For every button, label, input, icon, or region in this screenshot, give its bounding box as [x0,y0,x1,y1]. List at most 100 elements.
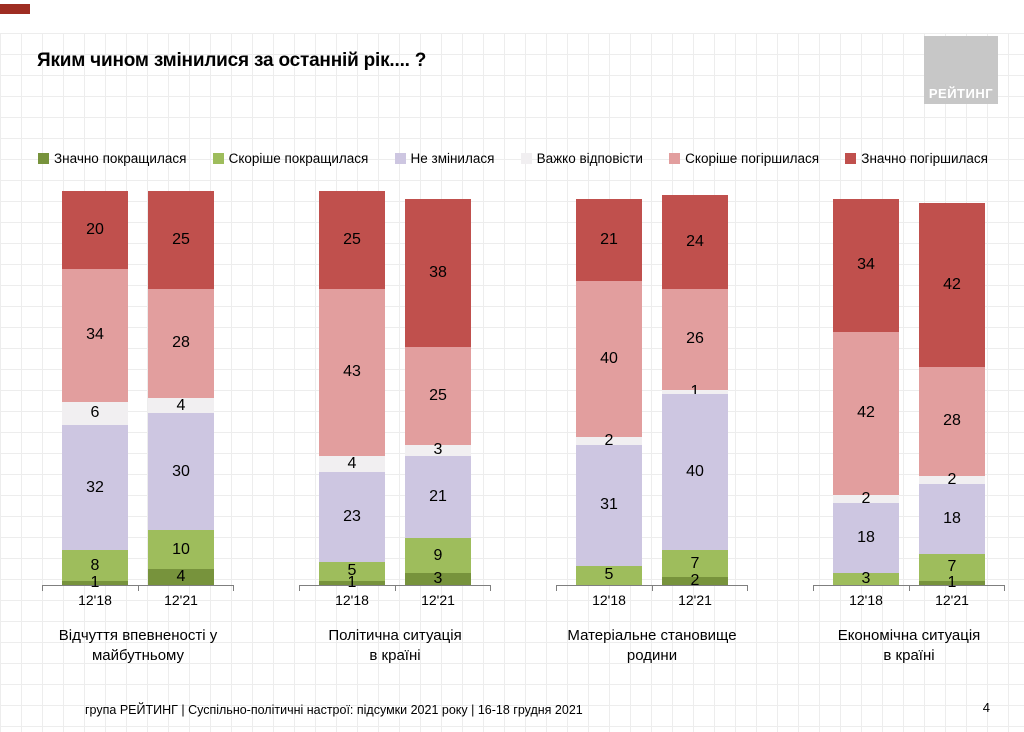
bar-segment: 28 [919,366,985,476]
legend-label: Важко відповісти [536,151,643,166]
x-axis-category-label: 12'21 [164,592,198,608]
bar-segment: 2 [662,573,728,589]
bar-segment: 30 [148,413,214,531]
rating-logo-text: РЕЙТИНГ [928,86,994,101]
legend-item: Значно погіршилася [845,151,988,166]
bar-segment-value: 1 [347,574,357,592]
stacked-bar: 1 8 32 6 34 20 [62,191,128,591]
bar-segment-value: 7 [947,558,957,576]
bar-segment-value: 3 [433,570,443,588]
bar-segment: 3 [833,570,899,588]
x-axis-tick [299,585,300,591]
bar-segment-value: 34 [86,326,104,344]
bar-segment-value: 40 [600,349,618,367]
bar-segment-value: 38 [429,264,447,282]
x-axis-tick [490,585,491,591]
x-axis-category-label: 12'18 [849,592,883,608]
chart-legend: Значно покращилася Скоріше покращилася Не … [38,151,988,166]
bar-segment-value: 24 [686,232,704,250]
bar-segment-value: 3 [861,570,871,588]
x-axis-category-label: 12'18 [592,592,626,608]
bar-segment-value: 25 [429,386,447,404]
legend-swatch-icon [394,153,406,164]
bar-segment-value: 1 [690,382,700,400]
stacked-bar: 1 5 23 4 43 25 [319,191,385,591]
x-axis-tick [813,585,814,591]
bar-segment-value: 2 [604,431,614,449]
legend-swatch-icon [212,153,224,164]
bar-segment-value: 28 [943,412,961,430]
legend-item: Значно покращилася [38,151,186,166]
bar-segment-value: 26 [686,330,704,348]
bar-segment-value: 2 [861,490,871,508]
bar-segment-value: 18 [857,529,875,547]
legend-label: Скоріше погіршилася [685,151,820,166]
bar-segment-value: 4 [347,455,357,473]
bar-segment: 1 [662,383,728,399]
bar-segment-value: 34 [857,256,875,274]
slide-title: Яким чином змінилися за останній рік....… [37,50,427,71]
bar-segment-value: 42 [943,275,961,293]
bar-segment: 43 [319,288,385,457]
stacked-bar: 1 7 18 2 28 42 [919,202,985,591]
bar-segment: 2 [919,471,985,487]
bar-segment: 9 [405,538,471,574]
legend-item: Важко відповісти [520,151,643,166]
legend-item: Скоріше покращилася [212,151,369,166]
footer-source: група РЕЙТИНГ | Суспільно-політичні наст… [85,703,583,717]
legend-label: Не змінилася [410,151,495,166]
group-title: Економічна ситуація в країні [837,627,981,664]
stacked-bar: 2 7 40 1 26 24 [662,195,728,589]
x-axis-tick [1004,585,1005,591]
legend-swatch-icon [520,153,532,164]
bar-segment-value: 23 [343,507,361,525]
corner-accent-bar [0,4,30,14]
x-axis-tick [395,585,396,591]
bar-segment-value: 32 [86,478,104,496]
bar-segment-value: 8 [90,556,100,574]
bar-segment: 25 [319,191,385,289]
stacked-bar: 3 9 21 3 25 38 [405,198,471,588]
legend-label: Скоріше покращилася [228,151,369,166]
bar-segment: 2 [833,491,899,507]
bar-segment: 26 [662,288,728,391]
bar-segment: 18 [919,483,985,554]
bar-segment: 7 [919,553,985,582]
bar-segment: 18 [833,503,899,574]
bar-segment: 21 [405,456,471,539]
page-number: 4 [982,700,990,715]
bar-segment-value: 5 [604,566,614,584]
bar-segment: 20 [62,191,128,270]
bar-segment-value: 4 [176,568,186,586]
bar-segment: 5 [319,561,385,582]
bar-segment: 34 [833,198,899,332]
bar-segment: 8 [62,549,128,582]
bar-segment: 40 [576,280,642,437]
bar-segment-value: 21 [600,230,618,248]
legend-label: Значно покращилася [54,151,187,166]
bar-segment-value: 20 [86,221,104,239]
bar-segment: 28 [148,288,214,398]
bar-segment-value: 2 [947,470,957,488]
bar-segment: 40 [662,393,728,550]
x-axis-category-label: 12'18 [78,592,112,608]
bar-segment-value: 10 [172,540,190,558]
bar-segment: 24 [662,195,728,289]
bar-segment: 21 [576,198,642,281]
chart-group: 3 18 2 42 34 12'18 1 7 18 2 28 42 12'21 Економічна си… [813,0,1005,732]
chart-group: 1 5 23 4 43 25 12'18 3 9 21 3 25 38 12'21 Політична си… [299,0,491,732]
bar-segment: 2 [576,432,642,448]
bar-segment: 4 [148,397,214,414]
bar-segment: 3 [405,570,471,588]
x-axis-tick [556,585,557,591]
x-axis-category-label: 12'18 [335,592,369,608]
bar-segment: 1 [919,575,985,591]
legend-swatch-icon [845,153,857,164]
bar-segment-value: 25 [343,230,361,248]
bar-segment: 42 [919,202,985,367]
legend-item: Скоріше погіршилася [669,151,819,166]
bar-segment: 32 [62,425,128,550]
legend-swatch-icon [669,153,681,164]
bar-segment-value: 7 [690,554,700,572]
stacked-bar: 4 10 30 4 28 25 [148,191,214,585]
